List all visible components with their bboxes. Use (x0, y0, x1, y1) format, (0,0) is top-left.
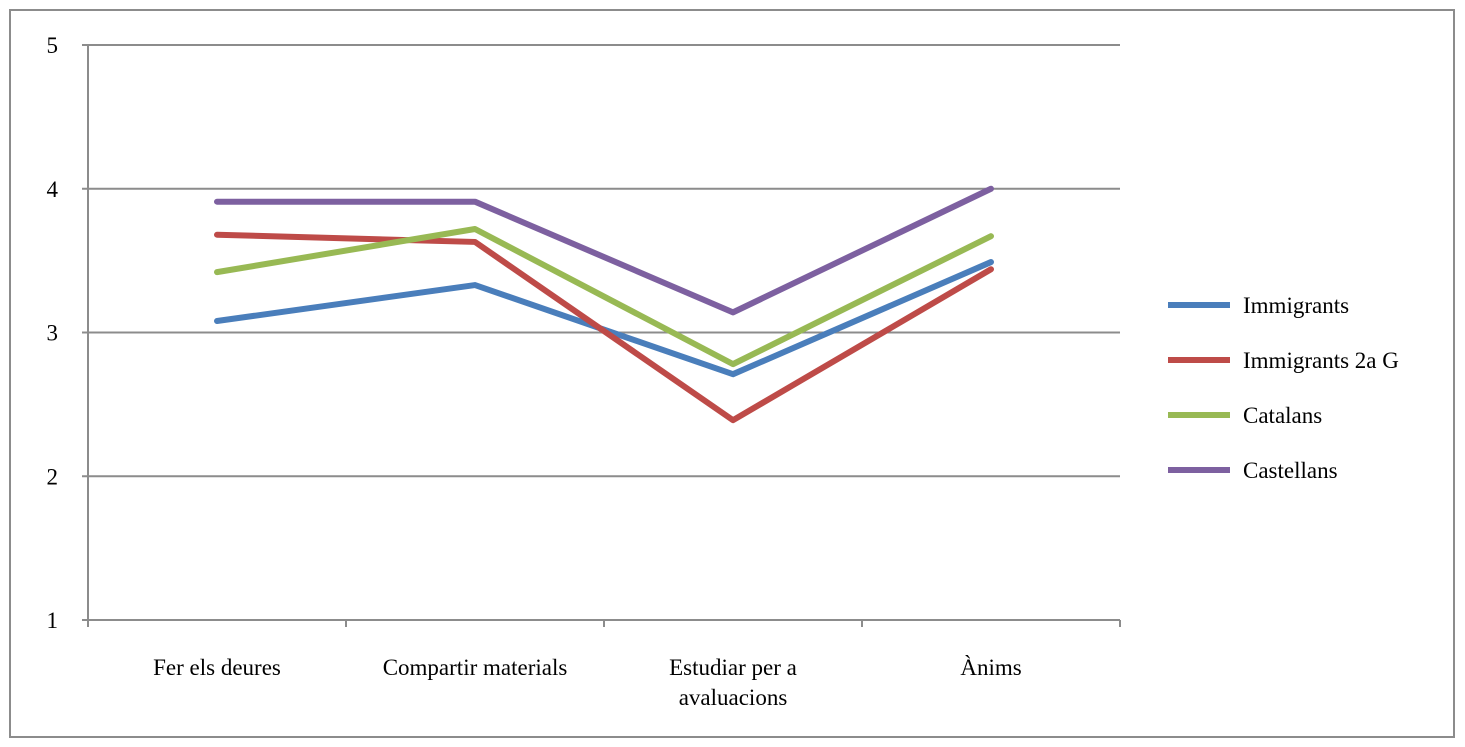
y-tick-label: 1 (47, 608, 59, 633)
legend-label: Castellans (1243, 458, 1338, 483)
series-line-1 (214, 259, 994, 378)
legend-label: Immigrants 2a G (1243, 348, 1399, 373)
y-tick-label: 5 (47, 33, 59, 58)
series-line-3 (214, 226, 994, 368)
y-tick-label: 4 (47, 177, 59, 202)
legend-label: Catalans (1243, 403, 1322, 428)
series-lines (214, 185, 994, 424)
x-tick-label: Fer els deures (153, 655, 281, 680)
axes: 1 2 3 4 5 Fer els deures Compartir materials Es… (47, 33, 1121, 710)
series-line-2 (214, 231, 994, 424)
legend: Immigrants Immigrants 2a G Catalans Castell… (1168, 293, 1399, 483)
x-tick-label: Compartir materials (383, 655, 568, 680)
y-tick-label: 2 (47, 464, 59, 489)
gridlines (88, 44, 1120, 478)
x-tick-label: Ànims (960, 655, 1021, 680)
y-tick-label: 3 (47, 321, 59, 346)
series-line-4 (214, 185, 994, 316)
x-tick-label: Estudiar per a avaluacions (669, 655, 797, 710)
legend-label: Immigrants (1243, 293, 1349, 318)
